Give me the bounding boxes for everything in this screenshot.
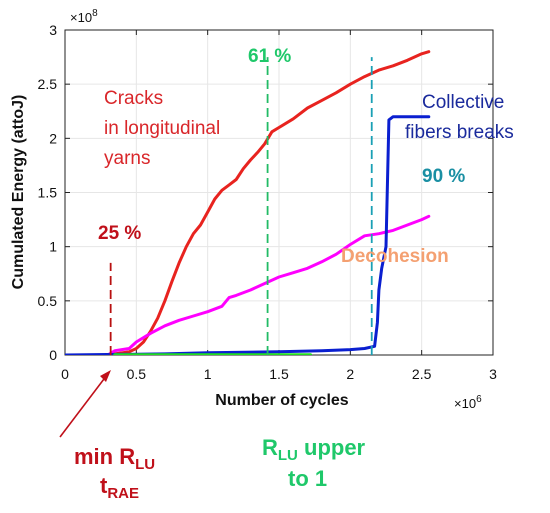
annotation-collective: Collective fibers breaks <box>405 92 514 143</box>
y-multiplier: ×108 <box>70 8 98 25</box>
x-axis-ticks: 0 0.5 1 1.5 2 2.5 3 <box>61 30 497 382</box>
label-rlu-upper: RLU upper <box>262 435 366 464</box>
y-tick-label: 2 <box>49 130 57 146</box>
series-line-2 <box>65 214 431 355</box>
annotation-pct-90: 90 % <box>422 166 465 187</box>
series-layer <box>65 50 431 355</box>
annotation-collective-line2: fibers breaks <box>405 122 514 143</box>
x-tick-label: 1 <box>204 366 212 382</box>
y-axis-ticks: 0 0.5 1 1.5 2 2.5 3 <box>38 22 493 363</box>
y-tick-label: 0 <box>49 347 57 363</box>
x-tick-label: 1.5 <box>269 366 289 382</box>
y-tick-label: 1 <box>49 239 57 255</box>
series-line-3 <box>65 115 431 355</box>
marker-layer <box>109 57 373 355</box>
x-axis-label: Number of cycles <box>215 392 348 409</box>
label-to-1: to 1 <box>288 466 327 491</box>
x-tick-label: 0.5 <box>127 366 147 382</box>
x-multiplier: ×106 <box>454 394 482 411</box>
y-tick-label: 0.5 <box>38 293 58 309</box>
x-tick-label: 2.5 <box>412 366 432 382</box>
y-tick-label: 2.5 <box>38 76 58 92</box>
y-tick-label: 1.5 <box>38 185 58 201</box>
annotation-cracks-line3: yarns <box>104 148 150 169</box>
label-min-rlu: min RLU <box>74 444 155 473</box>
x-tick-label: 2 <box>346 366 354 382</box>
annotation-cracks-line1: Cracks <box>104 88 163 109</box>
annotation-collective-line1: Collective <box>422 92 504 113</box>
x-tick-label: 0 <box>61 366 69 382</box>
label-t-rae: tRAE <box>100 473 139 502</box>
annotation-pct-61: 61 % <box>248 46 291 67</box>
annotation-cracks: Cracks in longitudinal yarns <box>104 88 225 169</box>
annotation-pct-25: 25 % <box>98 223 141 244</box>
y-axis-label: Cumulated Energy (attoJ) <box>10 95 27 290</box>
x-tick-label: 3 <box>489 366 497 382</box>
annotation-cracks-line2: in longitudinal <box>104 118 220 139</box>
grid-lines <box>64 29 494 356</box>
y-tick-label: 3 <box>49 22 57 38</box>
arrow-to-marker <box>59 370 111 438</box>
annotation-decohesion: Decohesion <box>341 246 449 267</box>
